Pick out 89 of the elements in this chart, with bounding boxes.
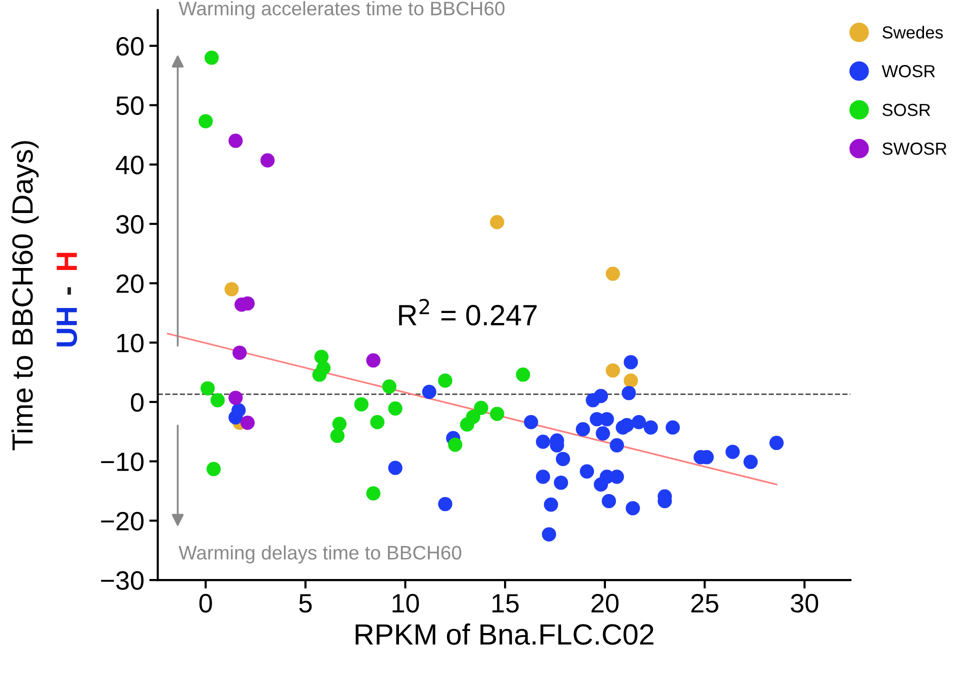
y-tick-label: −30	[101, 571, 144, 590]
point	[542, 527, 556, 542]
y-tick-label: 10	[117, 334, 144, 352]
point	[422, 384, 436, 399]
point	[576, 422, 590, 436]
point	[198, 114, 213, 128]
x-tick-label: 0	[199, 594, 212, 613]
x-tick-label: 20	[592, 594, 619, 613]
legend-label: SWOSR	[882, 142, 947, 155]
text: -	[68, 287, 71, 295]
point	[554, 476, 568, 490]
point	[743, 454, 758, 470]
x-tick-label: 30	[790, 594, 818, 613]
point	[366, 486, 380, 500]
point	[354, 397, 368, 412]
y-tick-label: −10	[101, 452, 144, 472]
point	[474, 400, 488, 416]
point	[260, 153, 275, 168]
point	[382, 379, 396, 394]
point	[490, 406, 504, 421]
point	[556, 452, 570, 466]
x-tick-label: 5	[299, 594, 312, 613]
point	[516, 368, 530, 382]
annotation: Warming accelerates time to BBCH60	[178, 1, 504, 20]
point	[366, 353, 380, 368]
point	[388, 460, 402, 475]
x-tick-label: 10	[392, 594, 419, 613]
point	[314, 350, 329, 364]
y-tick-label: −20	[101, 512, 144, 531]
text: UH	[56, 308, 78, 346]
y-tick-label: 50	[116, 96, 144, 115]
point	[228, 390, 243, 405]
point	[466, 410, 480, 424]
legend-label: Swedes	[882, 26, 943, 39]
point	[769, 436, 784, 450]
point	[596, 426, 610, 441]
point	[332, 416, 347, 432]
point	[536, 470, 550, 484]
point	[438, 373, 452, 388]
point	[388, 401, 402, 416]
y-tick-label: 30	[116, 215, 144, 234]
annotation: R$^{2}$ = 0.247	[399, 298, 537, 326]
point	[624, 373, 638, 388]
point	[622, 386, 636, 400]
point	[206, 462, 221, 476]
point	[232, 346, 247, 360]
point	[536, 434, 550, 449]
point	[610, 438, 624, 452]
point	[610, 470, 624, 484]
point	[228, 134, 243, 148]
point	[606, 363, 620, 378]
point	[644, 420, 658, 435]
point	[602, 494, 616, 508]
point	[620, 418, 634, 432]
y-axis-title: Time to BBCH60 (Days)	[11, 141, 39, 450]
point	[224, 282, 239, 296]
point	[580, 464, 594, 479]
point	[438, 496, 452, 512]
point	[594, 388, 608, 404]
point	[228, 410, 243, 425]
x-tick-label: 25	[691, 594, 718, 613]
point	[312, 368, 327, 382]
point	[624, 355, 638, 370]
point	[448, 438, 462, 452]
text: H	[56, 252, 77, 270]
y-tick-label: 40	[116, 156, 144, 174]
point	[544, 498, 558, 512]
y-tick-label: 60	[116, 36, 144, 56]
point	[204, 50, 219, 65]
legend-label: SOSR	[882, 104, 930, 116]
point	[240, 416, 255, 430]
point	[524, 415, 538, 430]
y-tick-label: 20	[116, 274, 144, 294]
point	[490, 214, 504, 230]
point	[726, 444, 740, 459]
point	[210, 393, 225, 408]
point	[370, 415, 384, 430]
point	[606, 266, 620, 281]
point	[330, 428, 345, 443]
x-tick-label: 15	[492, 594, 519, 613]
annotation: Warming delays time to BBCH60	[178, 545, 462, 564]
x-axis-title: RPKM of Bna.FLC.C02	[356, 623, 654, 645]
point	[666, 420, 680, 435]
point	[600, 412, 614, 426]
y-tick-label: 0	[130, 393, 144, 412]
point	[200, 381, 215, 396]
point	[632, 415, 646, 430]
point	[626, 501, 640, 516]
legend-label: WOSR	[882, 65, 935, 78]
